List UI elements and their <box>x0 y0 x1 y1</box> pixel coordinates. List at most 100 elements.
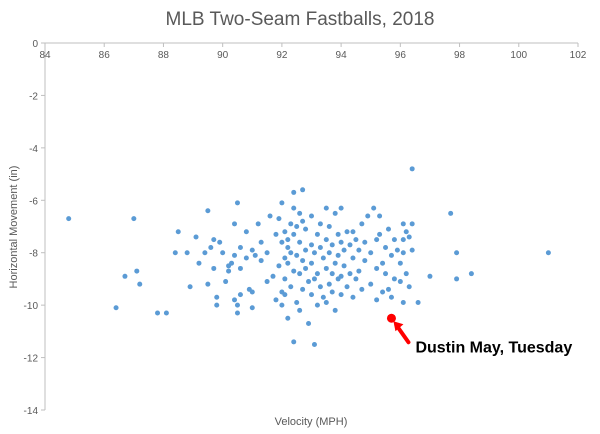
data-point <box>237 244 243 250</box>
data-point <box>276 263 282 269</box>
x-tick-label: 102 <box>570 50 587 61</box>
data-point <box>391 237 397 243</box>
data-point <box>329 271 335 277</box>
data-point <box>427 273 433 279</box>
data-point <box>365 213 371 219</box>
data-point <box>172 250 178 256</box>
data-point <box>320 294 326 300</box>
data-point <box>350 294 356 300</box>
data-point <box>291 189 297 195</box>
data-point <box>237 265 243 271</box>
y-tick-label: -12 <box>24 354 39 365</box>
data-point <box>383 244 389 250</box>
data-point <box>264 279 270 285</box>
data-point <box>282 292 288 298</box>
x-tick-label: 100 <box>510 50 527 61</box>
data-point <box>380 289 386 295</box>
y-tick-label: -8 <box>29 249 38 260</box>
data-point <box>202 250 208 256</box>
data-point <box>255 221 261 227</box>
data-point <box>282 229 288 235</box>
data-point <box>362 258 368 264</box>
data-point <box>371 205 377 211</box>
data-point <box>214 294 220 300</box>
data-point <box>291 339 297 345</box>
data-point <box>368 281 374 287</box>
data-point <box>383 271 389 277</box>
data-point <box>344 284 350 290</box>
highlight-group: Dustin May, Tuesday <box>386 313 572 356</box>
data-point <box>409 221 415 227</box>
x-tick-label: 84 <box>39 50 51 61</box>
data-point <box>309 242 314 248</box>
data-point <box>394 247 400 253</box>
data-point <box>332 307 338 313</box>
data-point <box>234 310 240 316</box>
data-point <box>279 302 285 308</box>
data-point <box>187 284 193 290</box>
data-point <box>155 310 161 316</box>
data-point <box>234 200 240 206</box>
y-tick-label: -6 <box>29 196 38 207</box>
data-point <box>468 271 474 277</box>
data-point <box>329 289 335 295</box>
data-point <box>217 239 223 245</box>
data-point <box>243 229 249 235</box>
data-point <box>288 250 294 256</box>
axes: 84 86 88 90 92 94 96 98 100 102 0 -2 -4 -6 -8 -10 -12 -14 <box>24 39 587 417</box>
data-point <box>137 281 143 287</box>
data-point <box>406 284 412 290</box>
data-point <box>338 205 344 211</box>
data-point <box>306 279 312 285</box>
data-point <box>391 276 397 282</box>
data-point <box>347 271 353 277</box>
data-point <box>205 208 211 214</box>
data-point <box>208 244 214 250</box>
data-point <box>338 239 344 245</box>
data-point <box>400 250 406 256</box>
data-point <box>243 255 249 261</box>
data-point <box>249 305 255 311</box>
data-point <box>323 300 329 306</box>
data-point <box>454 276 460 282</box>
data-point <box>220 250 226 256</box>
data-point <box>134 268 140 274</box>
data-point <box>288 284 294 290</box>
x-tick-label: 92 <box>276 50 288 61</box>
data-point <box>285 244 291 250</box>
data-point <box>279 239 285 245</box>
data-point <box>353 237 359 243</box>
highlight-label: Dustin May, Tuesday <box>415 339 572 356</box>
data-point <box>338 273 344 279</box>
data-point <box>454 250 460 256</box>
data-point <box>409 166 415 172</box>
data-point <box>282 255 288 261</box>
data-point <box>303 247 309 253</box>
data-point <box>317 244 323 250</box>
data-point <box>303 226 309 232</box>
data-point <box>377 231 383 237</box>
y-tick-label: 0 <box>32 39 38 50</box>
data-point <box>329 242 335 248</box>
highlight-point <box>386 313 396 323</box>
data-point <box>403 271 409 277</box>
x-tick-label: 98 <box>454 50 466 61</box>
data-point <box>211 237 217 243</box>
data-point <box>344 229 350 235</box>
data-point <box>66 216 72 222</box>
data-point <box>326 224 332 229</box>
data-point <box>341 247 347 253</box>
data-point <box>297 271 303 277</box>
y-tick-label: -10 <box>24 301 39 312</box>
data-point <box>297 307 303 313</box>
data-point <box>323 265 329 271</box>
data-point <box>326 250 332 256</box>
data-point <box>359 221 365 227</box>
data-point <box>545 250 551 256</box>
y-tick-label: -4 <box>29 144 38 155</box>
data-point <box>214 302 220 308</box>
data-point <box>385 226 391 232</box>
data-point <box>311 276 317 282</box>
data-point <box>285 237 291 243</box>
